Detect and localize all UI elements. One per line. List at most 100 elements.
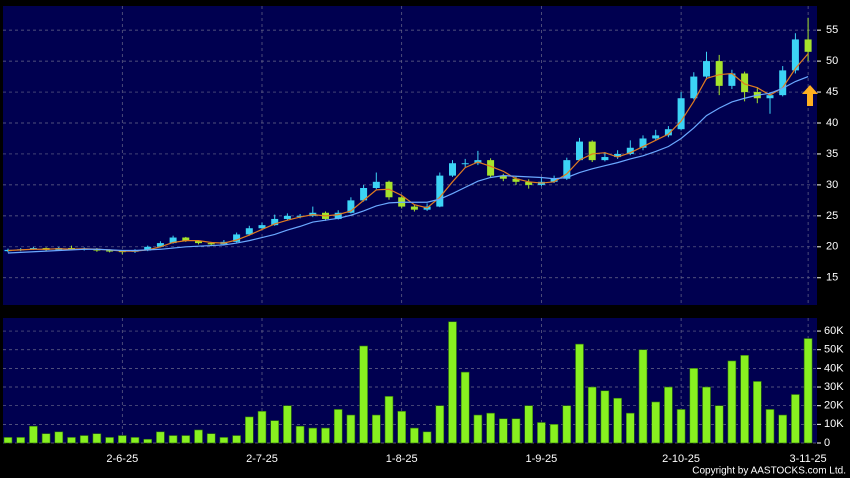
candle-body	[360, 188, 368, 201]
volume-bar	[308, 427, 318, 444]
volume-bar	[245, 416, 254, 444]
volume-bar	[333, 409, 343, 444]
candle-body	[601, 157, 609, 161]
volume-bar	[410, 427, 419, 444]
volume-bar	[448, 321, 457, 444]
volume-bar	[613, 397, 622, 444]
candle-body	[347, 200, 355, 213]
volume-bar	[16, 437, 26, 444]
moving-average-line	[7, 76, 809, 254]
volume-bar	[549, 424, 559, 444]
x-tick-label: 1-8-25	[386, 453, 418, 465]
candle-body	[652, 135, 660, 139]
candle-body	[791, 39, 799, 71]
volume-bar	[168, 435, 178, 444]
candle-body	[550, 178, 558, 182]
volume-bar	[664, 386, 673, 444]
volume-bar	[587, 386, 597, 444]
volume-bar	[702, 386, 711, 444]
candle-body	[639, 138, 647, 148]
volume-bar	[194, 429, 203, 444]
volume-bar	[511, 418, 521, 444]
volume-bar	[283, 405, 292, 444]
candle-body	[576, 141, 583, 161]
candle-body	[741, 73, 749, 93]
candle-body	[766, 95, 774, 99]
candle-body	[207, 243, 215, 245]
volume-bar	[778, 414, 788, 444]
volume-bar	[651, 401, 661, 444]
volume-bar	[460, 371, 470, 444]
candle-body	[436, 175, 444, 207]
candle-body	[779, 70, 787, 96]
x-tick-label: 3-11-25	[790, 453, 827, 465]
candle-body	[588, 141, 596, 161]
volume-bar	[752, 381, 762, 444]
candle-body	[233, 234, 241, 242]
volume-bar	[295, 425, 305, 444]
x-tick-label: 2-10-25	[662, 453, 700, 465]
volume-bar	[321, 427, 330, 444]
volume-bar	[156, 431, 165, 444]
candle-body	[169, 237, 177, 244]
y-tick-label: 0	[824, 437, 830, 449]
candle-body	[372, 181, 380, 188]
volume-bar	[181, 435, 191, 444]
y-tick-label: 25	[826, 210, 838, 222]
volume-bar	[486, 412, 495, 444]
candle-body	[271, 218, 279, 226]
volume-bar	[727, 360, 737, 444]
candle-body	[29, 248, 37, 250]
candle-body	[804, 39, 812, 52]
candle-body	[144, 246, 152, 251]
candle-body	[283, 215, 291, 219]
candle-body	[106, 250, 114, 252]
y-tick-label: 60K	[824, 325, 844, 337]
volume-bar	[3, 437, 13, 444]
volume-bar	[714, 405, 724, 444]
plot-layer: 15 20 25 30 35 40 45 50 55 0 10K 20K 30K 40K 50K 60K 2-6…	[3, 6, 844, 465]
signal-arrow	[802, 85, 818, 106]
volume-bar	[676, 409, 686, 444]
volume-bar	[371, 414, 381, 444]
price-panel	[3, 6, 817, 305]
y-tick-label: 50	[826, 55, 838, 67]
y-tick-label: 30K	[824, 381, 844, 393]
volume-bar	[537, 422, 546, 444]
x-tick-label: 2-6-25	[106, 453, 138, 465]
y-tick-label: 50K	[824, 344, 844, 356]
volume-bar	[206, 433, 216, 444]
volume-bar	[575, 343, 584, 444]
y-tick-label: 30	[826, 179, 838, 191]
volume-bar	[54, 431, 64, 444]
volume-bar	[803, 338, 813, 444]
volume-bar	[498, 418, 508, 444]
volume-bar	[740, 355, 749, 444]
y-tick-label: 40K	[824, 362, 844, 374]
x-tick-label: 1-9-25	[526, 453, 558, 465]
volume-bar	[384, 396, 394, 444]
volume-bar	[346, 414, 356, 444]
y-tick-label: 40	[826, 117, 838, 129]
volume-bar	[600, 390, 610, 444]
y-tick-label: 15	[826, 272, 838, 284]
candle-body	[68, 248, 75, 250]
volume-bar	[562, 405, 572, 444]
volume-bar	[791, 394, 800, 444]
candle-body	[258, 225, 266, 229]
candle-body	[410, 206, 418, 210]
y-tick-label: 45	[826, 86, 838, 98]
volume-bar	[625, 412, 635, 444]
volume-bar	[524, 405, 534, 444]
volume-bar	[105, 437, 114, 444]
copyright: Copyright by AASTOCKS.com Ltd.	[692, 466, 846, 477]
candle-body	[487, 160, 495, 176]
candle-body	[677, 98, 685, 130]
volume-bar	[79, 435, 89, 444]
candle-body	[715, 61, 723, 86]
y-tick-label: 20K	[824, 400, 844, 412]
candle-body	[690, 76, 698, 99]
volume-bar	[473, 414, 483, 444]
y-tick-label: 10K	[824, 418, 844, 430]
